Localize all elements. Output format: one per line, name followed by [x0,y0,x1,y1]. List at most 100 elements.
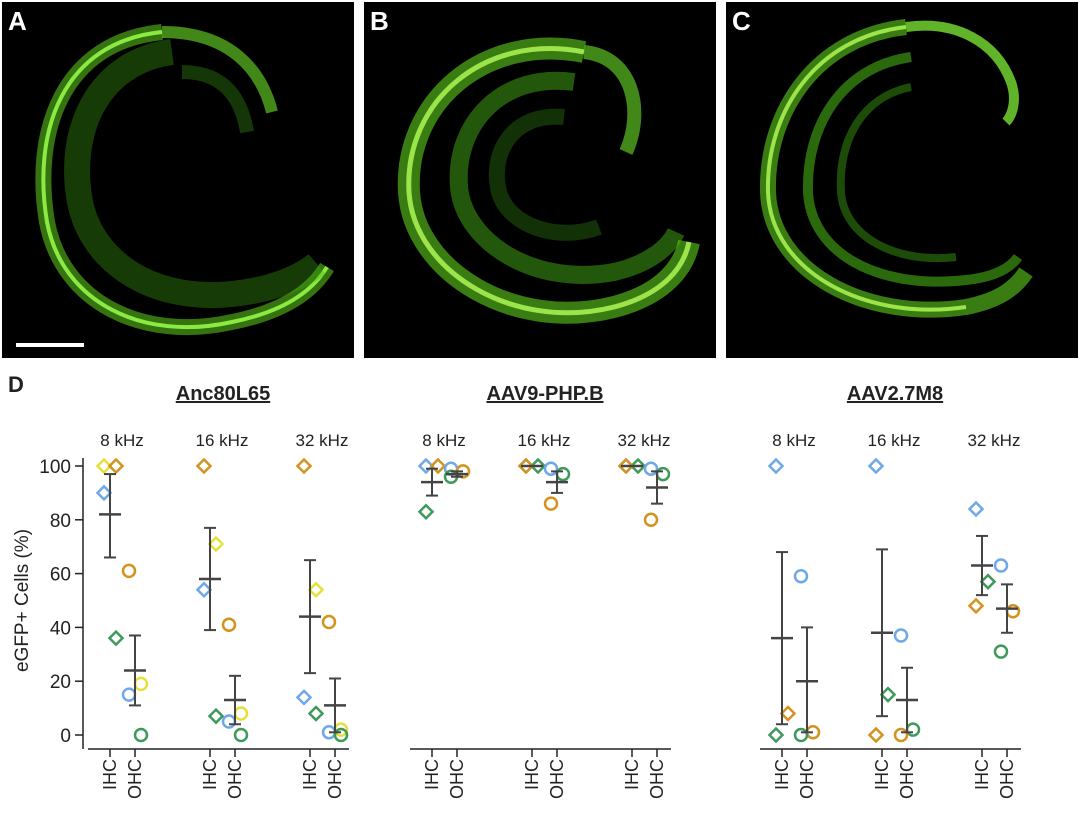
ohc-circle-point [793,727,809,743]
ohc-circle-point [643,512,659,528]
micrograph-panel-c: C [726,2,1078,358]
frequency-label: 32 kHz [968,431,1021,450]
ihc-diamond-point [529,457,547,475]
ohc-circle-point [555,466,571,482]
ihc-diamond-point [967,597,985,615]
frequency-label: 32 kHz [618,431,671,450]
ihc-diamond-point [417,503,435,520]
group-title: AAV2.7M8 [847,383,943,405]
ohc-circle-point [221,714,237,729]
ohc-circle-point [893,727,909,743]
ihc-diamond-point [95,457,113,475]
cochlea-image-c [759,19,1033,318]
x-tick-label: OHC [897,759,917,799]
ihc-diamond-point [879,686,897,703]
y-tick-label: 20 [50,672,71,693]
y-tick-label: 80 [50,511,71,532]
y-tick-label: 0 [60,726,71,747]
micrograph-panel-b: B [364,2,716,358]
ihc-diamond-point [95,484,113,502]
x-tick-label: OHC [447,759,467,799]
ohc-circle-point [233,727,249,743]
ihc-diamond-point [195,581,213,599]
panel-letter-c: C [732,6,751,36]
x-tick-label: IHC [200,759,220,790]
y-tick-label: 40 [50,618,71,639]
ihc-diamond-point [207,535,225,553]
ihc-diamond-point [429,457,447,475]
frequency-label: 16 kHz [868,431,921,450]
ihc-diamond-point [207,707,225,725]
ihc-diamond-point [307,581,325,599]
ohc-circle-point [993,644,1009,659]
ohc-circle-point [221,617,237,632]
ohc-circle-point [321,614,337,630]
group-title: Anc80L65 [176,383,271,405]
ohc-circle-point [655,466,671,482]
ohc-circle-point [905,722,921,737]
y-tick-label: 100 [39,457,71,478]
panel-letter-b: B [370,6,389,36]
ohc-circle-point [1005,604,1021,619]
frequency-label: 32 kHz [296,431,349,450]
ihc-diamond-point [867,726,885,744]
ihc-diamond-point [767,457,785,475]
ihc-diamond-point [779,705,797,722]
x-tick-label: OHC [797,759,817,799]
ohc-circle-point [543,496,559,511]
ihc-diamond-point [107,457,125,475]
cochlea-image-b [397,37,700,324]
x-tick-label: IHC [422,759,442,790]
frequency-label: 16 kHz [196,431,249,450]
frequency-label: 8 kHz [100,431,143,450]
ihc-diamond-point [195,457,213,475]
ohc-circle-point [543,461,559,476]
x-tick-label: IHC [872,759,892,790]
ihc-diamond-point [307,705,325,722]
y-tick-label: 60 [50,565,71,586]
x-tick-label: OHC [225,759,245,799]
ohc-circle-point [793,569,809,584]
ohc-circle-point [133,727,149,743]
x-tick-label: OHC [125,759,145,799]
ohc-circle-point [993,558,1009,573]
x-tick-label: OHC [547,759,567,799]
ihc-diamond-point [417,457,435,475]
ohc-circle-point [121,687,137,702]
ihc-diamond-point [517,457,535,475]
ihc-diamond-point [617,457,635,475]
panel-letter-a: A [8,6,27,36]
x-tick-label: OHC [647,759,667,799]
ihc-diamond-point [107,629,125,647]
x-tick-label: IHC [622,759,642,790]
x-tick-label: IHC [772,759,792,790]
x-tick-label: OHC [325,759,345,799]
ihc-diamond-point [767,726,785,744]
group-title: AAV9-PHP.B [486,383,603,405]
panel-letter-d: D [8,372,24,397]
x-tick-label: IHC [100,759,120,790]
ohc-circle-point [643,461,659,476]
ihc-diamond-point [295,457,313,475]
ohc-circle-point [333,727,349,743]
ihc-diamond-point [867,457,885,475]
x-tick-label: IHC [522,759,542,790]
ihc-diamond-point [629,457,647,475]
cochlea-image-a [16,24,334,347]
ohc-circle-point [121,563,137,579]
frequency-label: 8 kHz [772,431,815,450]
x-tick-label: IHC [300,759,320,790]
frequency-label: 16 kHz [518,431,571,450]
ohc-circle-point [893,628,909,643]
micrograph-panel-a: A [2,2,354,358]
frequency-label: 8 kHz [422,431,465,450]
ohc-circle-point [233,706,249,721]
ihc-diamond-point [295,689,313,706]
x-tick-label: IHC [972,759,992,790]
ihc-diamond-point [967,500,985,518]
y-axis-title: eGFP+ Cells (%) [12,529,33,672]
x-tick-label: OHC [997,759,1017,799]
ohc-circle-point [133,676,149,692]
ihc-diamond-point [979,573,997,590]
